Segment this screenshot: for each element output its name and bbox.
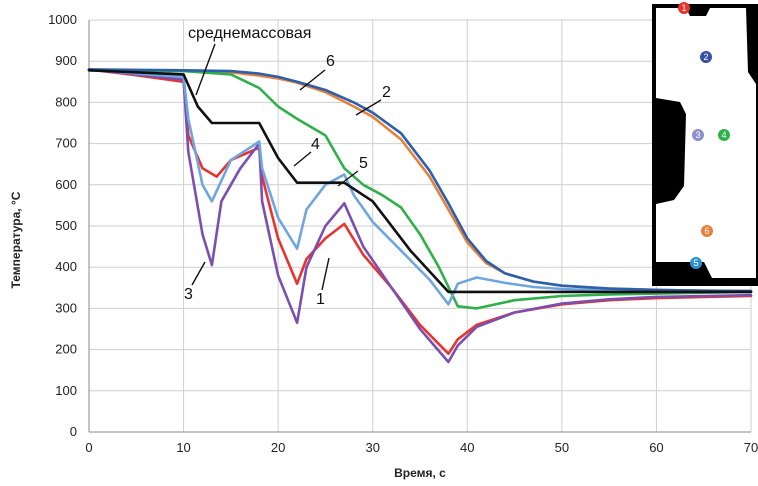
annotation-label: 5 bbox=[359, 155, 368, 172]
x-tick-label: 30 bbox=[365, 440, 379, 455]
x-tick-label: 20 bbox=[271, 440, 285, 455]
series-lines bbox=[87, 68, 753, 364]
inset-image: 1 2 3 4 5 6 bbox=[652, 2, 758, 286]
inset-marker bbox=[678, 2, 690, 14]
y-tick-label: 1000 bbox=[48, 12, 77, 27]
series-line-5 bbox=[87, 68, 753, 306]
y-tick-label: 600 bbox=[55, 177, 77, 192]
x-tick-label: 40 bbox=[460, 440, 474, 455]
y-tick-label: 500 bbox=[55, 218, 77, 233]
inset-marker-label: 1 bbox=[681, 3, 686, 13]
y-tick-label: 900 bbox=[55, 53, 77, 68]
inset-marker bbox=[692, 129, 704, 141]
inset-marker bbox=[718, 129, 730, 141]
y-tick-label: 0 bbox=[70, 424, 77, 439]
x-tick-labels: 0 10 20 30 40 50 60 70 bbox=[85, 440, 758, 455]
annotation-label: 3 bbox=[184, 286, 193, 303]
annotation-label: 4 bbox=[311, 136, 320, 153]
inset-marker bbox=[690, 257, 702, 269]
inset-profile bbox=[656, 8, 756, 278]
inset-marker bbox=[701, 225, 713, 237]
inset-marker-label: 2 bbox=[703, 52, 708, 62]
series-line-4 bbox=[87, 69, 753, 310]
x-tick-label: 60 bbox=[649, 440, 663, 455]
inset-marker-label: 3 bbox=[695, 130, 700, 140]
y-tick-label: 400 bbox=[55, 259, 77, 274]
y-tick-label: 800 bbox=[55, 94, 77, 109]
annotations: среднемассовая 6 2 4 5 3 1 bbox=[184, 25, 391, 308]
inset-marker-label: 6 bbox=[704, 226, 709, 236]
annotation-label: 2 bbox=[382, 84, 391, 101]
y-tick-label: 100 bbox=[55, 383, 77, 398]
series-line-среднемассовая bbox=[87, 69, 753, 294]
annotation-leader bbox=[299, 69, 326, 91]
y-tick-labels: 0 100 200 300 400 500 600 700 800 900 1000 bbox=[48, 12, 77, 439]
annotation-leader bbox=[191, 261, 206, 286]
x-axis-title: Время, с bbox=[394, 466, 446, 480]
series-line-3 bbox=[87, 68, 753, 364]
inset-marker-label: 4 bbox=[721, 130, 726, 140]
annotation-leader bbox=[337, 170, 359, 187]
y-tick-label: 300 bbox=[55, 300, 77, 315]
series-line-6 bbox=[87, 68, 753, 293]
annotation-leader bbox=[321, 257, 330, 291]
annotation-leader bbox=[293, 151, 312, 167]
x-tick-label: 50 bbox=[555, 440, 569, 455]
annotation-label: 1 bbox=[316, 291, 325, 308]
inset-marker-label: 5 bbox=[693, 258, 698, 268]
annotation-leader bbox=[195, 43, 216, 96]
y-axis-title: Температура, °C bbox=[9, 191, 23, 288]
y-tick-label: 700 bbox=[55, 136, 77, 151]
grid-lines bbox=[88, 19, 752, 433]
series-line-2 bbox=[87, 69, 753, 293]
inset-marker bbox=[700, 51, 712, 63]
x-tick-label: 70 bbox=[744, 440, 758, 455]
annotation-leader bbox=[355, 99, 382, 116]
y-tick-label: 200 bbox=[55, 342, 77, 357]
x-tick-label: 10 bbox=[176, 440, 190, 455]
axes bbox=[88, 20, 751, 433]
annotation-label: среднемассовая bbox=[188, 25, 311, 42]
x-tick-label: 0 bbox=[85, 440, 92, 455]
annotation-label: 6 bbox=[326, 53, 335, 70]
